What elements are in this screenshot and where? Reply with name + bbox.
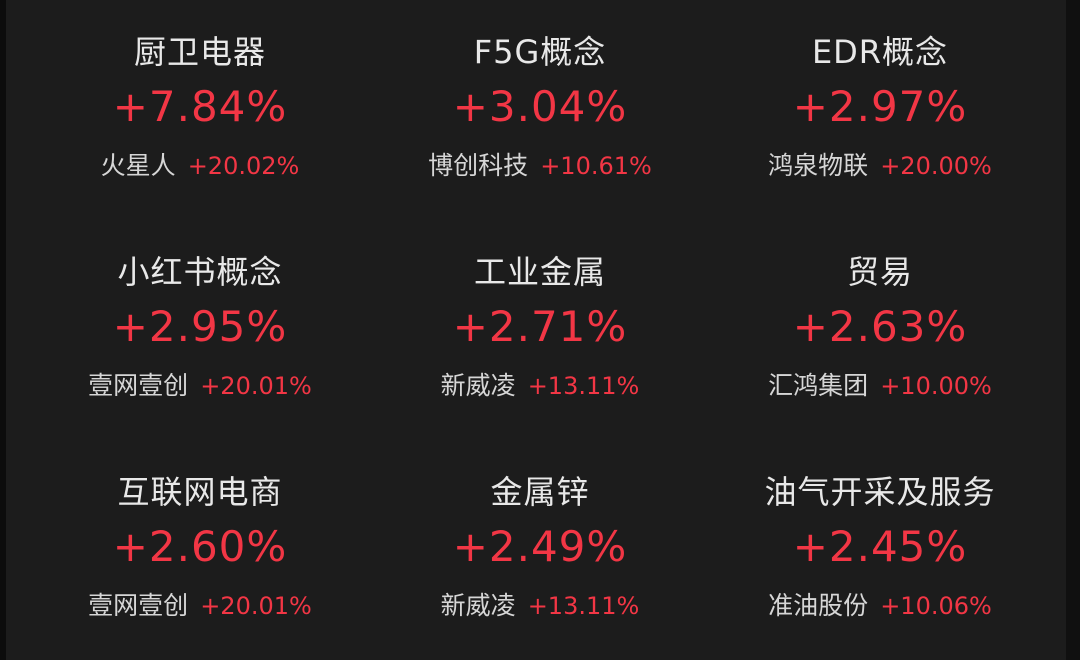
sector-change-percent: +2.49%	[452, 522, 628, 571]
sector-grid: 厨卫电器 +7.84% 火星人 +20.02% F5G概念 +3.04% 博创科…	[30, 18, 1050, 638]
sector-card[interactable]: F5G概念 +3.04% 博创科技 +10.61%	[370, 18, 710, 238]
sector-change-percent: +3.04%	[452, 82, 628, 131]
sector-change-percent: +2.45%	[792, 522, 968, 571]
leading-stock-name: 博创科技	[428, 151, 529, 180]
leading-stock-name: 鸿泉物联	[768, 151, 869, 180]
leading-stock-name: 新威凌	[440, 591, 516, 620]
left-edge-divider	[0, 0, 6, 660]
sector-name: 厨卫电器	[133, 33, 266, 71]
leading-stock-name: 新威凌	[440, 371, 516, 400]
leading-stock-name: 壹网壹创	[88, 591, 189, 620]
leading-stock-change: +10.00%	[880, 372, 992, 400]
leading-stock-row[interactable]: 鸿泉物联 +20.00%	[768, 150, 992, 182]
right-edge-divider	[1066, 0, 1080, 660]
leading-stock-change: +20.00%	[880, 152, 992, 180]
leading-stock-row[interactable]: 汇鸿集团 +10.00%	[768, 370, 992, 402]
sector-name: 工业金属	[473, 253, 606, 291]
sector-change-percent: +2.97%	[792, 82, 968, 131]
sector-name: 小红书概念	[117, 253, 283, 291]
leading-stock-change: +13.11%	[527, 592, 640, 620]
leading-stock-change: +20.02%	[187, 152, 300, 180]
sector-change-percent: +7.84%	[112, 82, 288, 131]
leading-stock-name: 壹网壹创	[88, 371, 189, 400]
sector-card[interactable]: 小红书概念 +2.95% 壹网壹创 +20.01%	[30, 238, 370, 458]
sector-change-percent: +2.71%	[452, 302, 628, 351]
sector-change-percent: +2.60%	[112, 522, 288, 571]
leading-stock-name: 汇鸿集团	[768, 371, 869, 400]
sector-name: 互联网电商	[117, 473, 283, 511]
sector-name: 贸易	[846, 253, 913, 291]
sector-card[interactable]: EDR概念 +2.97% 鸿泉物联 +20.00%	[710, 18, 1050, 238]
sector-name: F5G概念	[473, 33, 607, 71]
sector-change-percent: +2.63%	[792, 302, 968, 351]
leading-stock-row[interactable]: 火星人 +20.02%	[101, 150, 300, 182]
sector-card[interactable]: 油气开采及服务 +2.45% 准油股份 +10.06%	[710, 458, 1050, 638]
leading-stock-row[interactable]: 壹网壹创 +20.01%	[88, 370, 312, 402]
leading-stock-row[interactable]: 博创科技 +10.61%	[428, 150, 652, 182]
sector-name: 金属锌	[490, 473, 590, 511]
leading-stock-change: +20.01%	[200, 372, 312, 400]
sector-card[interactable]: 贸易 +2.63% 汇鸿集团 +10.00%	[710, 238, 1050, 458]
leading-stock-row[interactable]: 准油股份 +10.06%	[768, 590, 992, 622]
sector-card[interactable]: 厨卫电器 +7.84% 火星人 +20.02%	[30, 18, 370, 238]
leading-stock-change: +20.01%	[200, 592, 312, 620]
leading-stock-change: +10.61%	[540, 152, 652, 180]
sector-name: 油气开采及服务	[764, 473, 996, 511]
sector-change-percent: +2.95%	[112, 302, 288, 351]
sector-card[interactable]: 互联网电商 +2.60% 壹网壹创 +20.01%	[30, 458, 370, 638]
leading-stock-name: 火星人	[100, 151, 176, 180]
leading-stock-change: +10.06%	[880, 592, 992, 620]
leading-stock-row[interactable]: 新威凌 +13.11%	[441, 590, 640, 622]
leading-stock-row[interactable]: 新威凌 +13.11%	[441, 370, 640, 402]
sector-card[interactable]: 金属锌 +2.49% 新威凌 +13.11%	[370, 458, 710, 638]
sector-name: EDR概念	[811, 33, 949, 71]
leading-stock-row[interactable]: 壹网壹创 +20.01%	[88, 590, 312, 622]
sector-card[interactable]: 工业金属 +2.71% 新威凌 +13.11%	[370, 238, 710, 458]
leading-stock-name: 准油股份	[768, 591, 869, 620]
leading-stock-change: +13.11%	[527, 372, 640, 400]
